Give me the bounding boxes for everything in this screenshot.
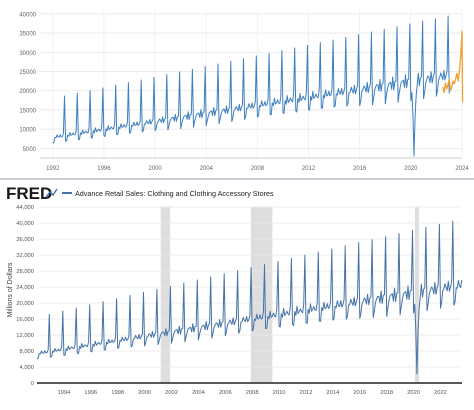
chart-title: Advance Retail Sales: Clothing and Cloth… <box>75 189 274 198</box>
top-chart: 5000 10000 15000 20000 25000 30000 35000 40000 1… <box>19 10 469 172</box>
top-y-tick-label: 20000 <box>19 89 36 95</box>
bottom-x-tick-label: 2022 <box>434 390 447 396</box>
bottom-y-tick-label: 32,000 <box>16 253 34 259</box>
bottom-y-tick-label: 20,000 <box>16 301 34 307</box>
bottom-y-tick-label: 36,000 <box>16 237 34 243</box>
top-x-tick-label: 2004 <box>200 166 214 172</box>
top-series-line-forecast <box>442 30 464 103</box>
bottom-x-tick-label: 2004 <box>192 390 206 396</box>
bottom-y-tick-label: 24,000 <box>16 285 34 291</box>
bottom-chart: FRED Advance Retail Sales: Clothing and … <box>6 184 463 396</box>
top-y-tick-label: 35000 <box>19 32 36 38</box>
bottom-y-tick-label: 16,000 <box>16 317 34 323</box>
bottom-y-tick-label: 28,000 <box>16 269 34 275</box>
top-x-tick-label: 2020 <box>404 166 418 172</box>
y-axis-label: Millions of Dollars <box>7 262 14 317</box>
top-x-tick-label: 2012 <box>302 166 316 172</box>
top-x-tick-label: 2024 <box>455 166 469 172</box>
bottom-x-tick-label: 2002 <box>165 390 178 396</box>
bottom-x-tick-label: 1998 <box>111 390 124 396</box>
bottom-x-tick-label: 2010 <box>273 390 286 396</box>
top-x-tick-label: 2016 <box>353 166 367 172</box>
top-y-tick-label: 25000 <box>19 70 36 76</box>
bottom-series-line <box>36 220 463 375</box>
bottom-y-tick-label: 8,000 <box>19 349 34 355</box>
bottom-x-tick-label: 2006 <box>219 390 232 396</box>
bottom-x-tick-label: 1996 <box>84 390 97 396</box>
bottom-chart-panel: FRED Advance Retail Sales: Clothing and … <box>0 178 474 405</box>
top-x-tick-label: 1996 <box>97 166 111 172</box>
recession-band <box>414 207 419 383</box>
bottom-x-tick-label: 2020 <box>407 390 420 396</box>
bottom-y-tick-label: 0 <box>31 381 34 387</box>
top-y-tick-label: 40000 <box>19 12 36 18</box>
fred-logo-chart-icon <box>45 188 58 198</box>
top-x-tick-label: 2000 <box>148 166 162 172</box>
top-x-tick-label: 2008 <box>251 166 265 172</box>
bottom-y-tick-label: 44,000 <box>16 205 34 211</box>
top-series-line-actual <box>52 15 450 157</box>
top-chart-panel: 5000 10000 15000 20000 25000 30000 35000 40000 1… <box>0 0 474 178</box>
bottom-x-tick-label: 2008 <box>246 390 259 396</box>
recession-band <box>250 207 273 383</box>
bottom-y-tick-label: 12,000 <box>16 333 34 339</box>
bottom-x-tick-label: 1994 <box>57 390 71 396</box>
bottom-y-tick-label: 40,000 <box>16 221 34 227</box>
top-x-tick-label: 1992 <box>46 166 60 172</box>
bottom-y-tick-label: 4,000 <box>19 365 34 371</box>
recession-band <box>160 207 171 383</box>
bottom-x-tick-label: 2014 <box>326 390 340 396</box>
bottom-x-tick-label: 2018 <box>380 390 393 396</box>
top-y-tick-label: 15000 <box>19 108 36 114</box>
top-y-tick-label: 10000 <box>19 128 36 134</box>
bottom-x-tick-label: 2016 <box>353 390 366 396</box>
top-y-tick-label: 30000 <box>19 51 36 57</box>
bottom-x-tick-label: 2012 <box>300 390 313 396</box>
bottom-x-tick-label: 2000 <box>138 390 151 396</box>
top-y-tick-label: 5000 <box>23 147 37 153</box>
fred-logo[interactable]: FRED <box>6 184 52 203</box>
